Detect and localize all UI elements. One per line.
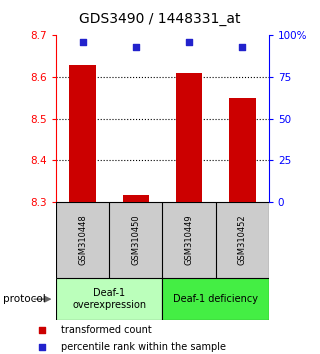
- Point: [240, 44, 245, 50]
- Text: transformed count: transformed count: [61, 325, 152, 335]
- Bar: [229, 98, 255, 202]
- Text: GSM310450: GSM310450: [131, 215, 140, 265]
- Bar: [56, 278, 163, 320]
- Bar: [123, 195, 149, 202]
- Text: Deaf-1
overexpression: Deaf-1 overexpression: [72, 288, 146, 310]
- Point: [39, 327, 44, 333]
- Text: GSM310452: GSM310452: [238, 215, 247, 265]
- Point: [39, 344, 44, 349]
- Bar: [163, 278, 269, 320]
- Text: GSM310449: GSM310449: [185, 215, 194, 265]
- Bar: [176, 73, 202, 202]
- Text: Deaf-1 deficiency: Deaf-1 deficiency: [173, 294, 258, 304]
- Text: GSM310448: GSM310448: [78, 215, 87, 265]
- Bar: [69, 64, 96, 202]
- Point: [133, 44, 138, 50]
- Point: [80, 39, 85, 45]
- Point: [187, 39, 192, 45]
- Text: protocol: protocol: [3, 294, 46, 304]
- Text: percentile rank within the sample: percentile rank within the sample: [61, 342, 226, 352]
- Text: GDS3490 / 1448331_at: GDS3490 / 1448331_at: [79, 12, 241, 27]
